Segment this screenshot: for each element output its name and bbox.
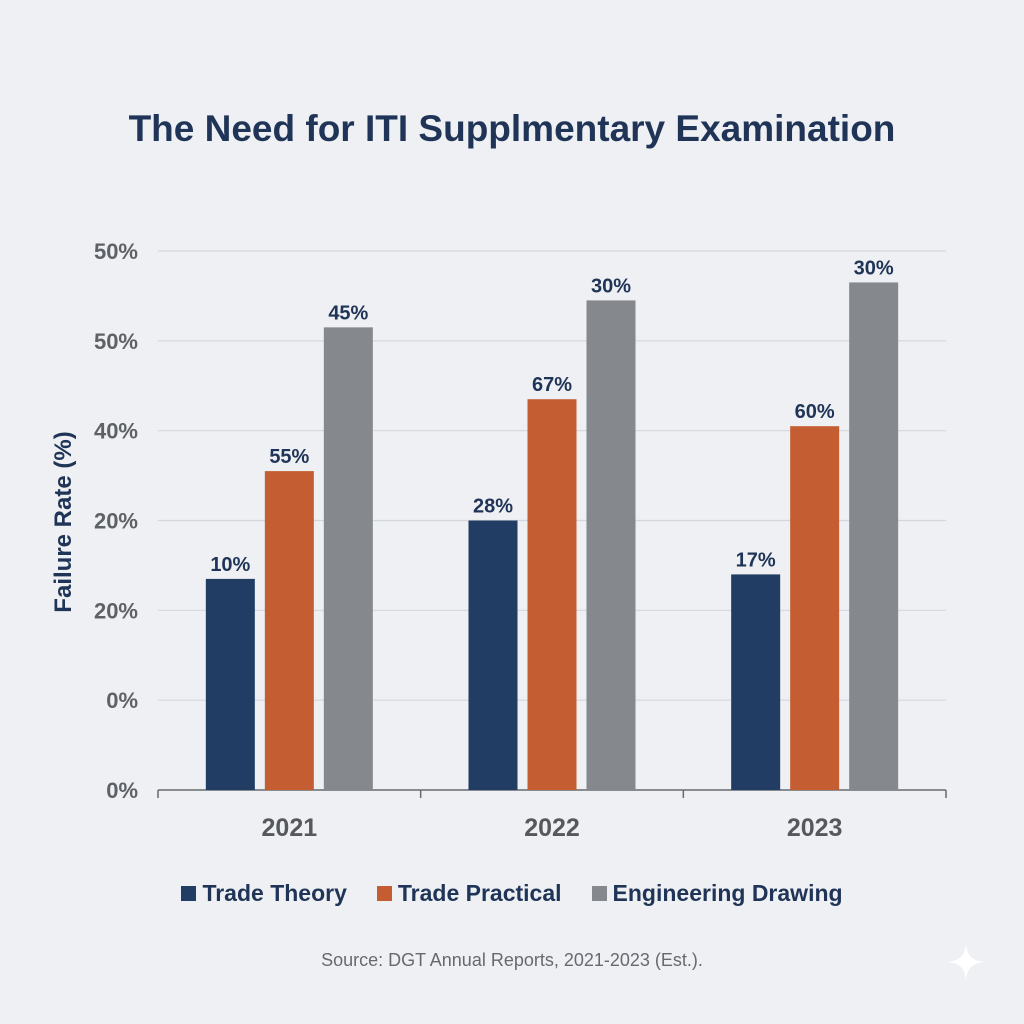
x-tick-label: 2022 — [524, 814, 580, 842]
y-tick-label: 0% — [106, 688, 138, 713]
data-label: 17% — [736, 549, 776, 571]
legend: Trade Theory Trade Practical Engineering… — [0, 880, 1024, 907]
bar-trade-theory-2021 — [205, 578, 255, 790]
data-label: 30% — [591, 275, 631, 297]
data-label: 45% — [328, 302, 368, 324]
data-label: 55% — [269, 446, 309, 468]
legend-swatch-trade-theory — [181, 886, 197, 901]
bar-trade-practical-2022 — [527, 399, 577, 790]
legend-label-engineering-drawing: Engineering Drawing — [612, 880, 843, 906]
bar-trade-practical-2023 — [790, 426, 840, 790]
data-label: 67% — [532, 374, 572, 396]
legend-swatch-engineering-drawing — [591, 886, 607, 901]
legend-item-trade-theory: Trade Theory — [181, 880, 347, 907]
sparkle-icon — [948, 944, 984, 980]
source-note: Source: DGT Annual Reports, 2021-2023 (E… — [321, 950, 703, 970]
legend-label-trade-theory: Trade Theory — [202, 880, 347, 906]
x-tick-label: 2023 — [787, 814, 843, 842]
bar-engineering-drawing-2021 — [323, 327, 373, 790]
bar-engineering-drawing-2023 — [849, 282, 899, 790]
y-tick-label: 50% — [94, 329, 138, 354]
bar-trade-theory-2023 — [731, 574, 781, 790]
legend-label-trade-practical: Trade Practical — [397, 880, 562, 906]
data-label: 28% — [473, 496, 513, 518]
bar-engineering-drawing-2022 — [586, 300, 636, 790]
chart-title: The Need for ITI Supplmentary Examinatio… — [128, 108, 896, 149]
data-label: 30% — [854, 257, 894, 279]
data-label: 60% — [795, 401, 835, 423]
y-tick-label: 0% — [106, 778, 138, 803]
legend-swatch-trade-practical — [376, 886, 392, 901]
legend-item-engineering-drawing: Engineering Drawing — [591, 880, 843, 907]
bar-trade-practical-2021 — [264, 471, 314, 790]
x-tick-label: 2021 — [262, 814, 318, 842]
legend-item-trade-practical: Trade Practical — [376, 880, 562, 907]
data-label: 10% — [210, 554, 250, 576]
y-tick-label: 50% — [94, 239, 138, 264]
y-tick-label: 20% — [94, 509, 138, 534]
y-tick-label: 20% — [94, 598, 138, 623]
bar-trade-theory-2022 — [468, 520, 518, 790]
y-tick-label: 40% — [94, 419, 138, 444]
